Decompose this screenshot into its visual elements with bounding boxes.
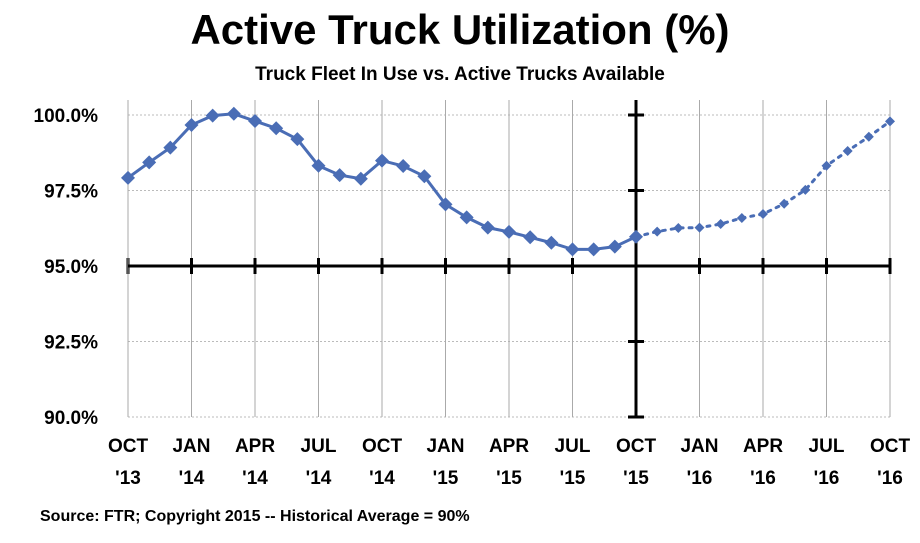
x-tick-label: JUL [555,436,591,457]
data-point-marker [885,116,895,127]
x-tick-label: JAN [680,436,718,457]
data-point-marker [736,212,747,223]
data-point-marker [715,219,726,230]
data-point-marker [417,169,432,184]
y-tick-label: 90.0% [44,408,98,429]
data-point-marker [121,170,135,185]
data-point-marker [842,145,853,156]
data-point-marker [311,158,326,173]
y-tick-label: 95.0% [44,257,98,278]
y-tick-label: 100.0% [34,106,99,127]
x-tick-label: '16 [877,468,903,489]
x-tick-label: '15 [433,468,459,489]
data-point-marker [821,160,832,171]
chart-title: Active Truck Utilization (%) [190,6,730,53]
y-tick-label: 92.5% [44,333,98,354]
x-tick-label: '14 [179,468,205,489]
x-tick-label: '14 [369,468,395,489]
data-point-marker [248,114,262,129]
x-tick-label: '14 [306,468,332,489]
data-point-marker [396,159,411,174]
source-note: Source: FTR; Copyright 2015 -- Historica… [40,508,470,525]
data-point-marker [375,153,389,168]
data-point-marker [480,220,495,235]
x-tick-label: '15 [496,468,522,489]
x-tick-label: '16 [687,468,713,489]
chart-subtitle: Truck Fleet In Use vs. Active Trucks Ava… [255,64,665,85]
x-tick-label: '16 [814,468,840,489]
x-tick-label: APR [743,436,783,457]
x-tick-label: OCT [616,436,657,457]
x-tick-label: APR [235,436,275,457]
data-point-marker [163,140,178,155]
x-tick-label: '15 [623,468,649,489]
data-point-marker [226,106,241,121]
data-point-marker [184,117,199,132]
data-point-marker [607,239,622,254]
data-point-marker [269,121,284,136]
data-point-marker [863,131,874,142]
x-tick-label: APR [489,436,529,457]
x-tick-label: OCT [362,436,403,457]
data-point-marker [800,184,811,195]
data-point-marker [459,210,474,225]
x-tick-label: OCT [870,436,911,457]
x-tick-label: '14 [242,468,268,489]
data-point-marker [142,155,157,170]
data-point-marker [673,222,684,233]
data-point-marker [205,108,220,123]
x-tick-label: '13 [115,468,141,489]
data-point-marker [565,242,580,257]
data-point-marker [631,231,641,242]
data-point-marker [438,197,453,212]
data-point-marker [694,222,705,233]
data-point-marker [779,198,790,209]
data-point-marker [544,235,559,250]
data-point-marker [586,242,601,257]
data-point-marker [523,230,538,245]
data-point-marker [758,209,768,220]
data-point-marker [332,168,347,183]
data-point-marker [290,132,305,147]
data-point-marker [502,224,516,239]
x-tick-label: OCT [108,436,149,457]
x-tick-label: JUL [301,436,337,457]
x-tick-label: JAN [426,436,464,457]
data-point-marker [353,171,368,186]
x-tick-label: JAN [172,436,210,457]
x-tick-label: '16 [750,468,776,489]
x-tick-label: JUL [809,436,845,457]
x-tick-label: '15 [560,468,586,489]
data-point-marker [652,226,663,237]
y-tick-label: 97.5% [44,182,98,203]
